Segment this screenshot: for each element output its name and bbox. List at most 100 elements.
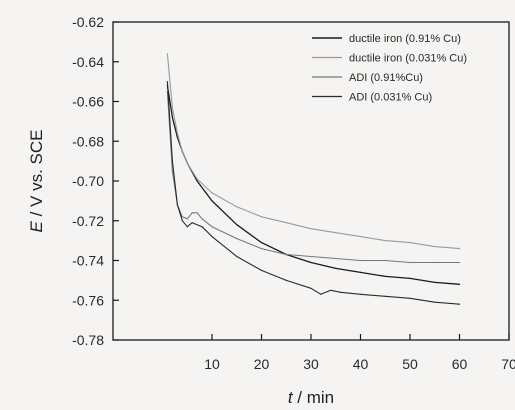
data-point [310,287,312,289]
x-tick-label: 20 [254,356,270,372]
data-point [335,232,337,234]
data-point [384,275,386,277]
data-point [176,136,178,138]
data-point [458,303,461,305]
y-tick-label: -0.62 [72,14,104,30]
data-point [434,301,436,303]
data-point [330,289,332,291]
data-point [409,242,411,244]
data-point [359,259,362,262]
x-tick-label: 30 [303,356,319,372]
data-point [458,283,461,285]
data-point [186,226,188,228]
y-tick-label: -0.76 [72,292,104,308]
data-point [181,220,183,222]
data-point [310,261,312,264]
data-point [211,226,213,228]
x-tick-label: 50 [402,356,418,372]
data-point [340,291,342,293]
series-group [166,53,461,305]
data-point [169,81,171,83]
data-point [211,192,213,194]
legend-label: ductile iron (0.91% Cu) [349,33,461,45]
data-point [260,216,263,218]
data-point [176,132,178,134]
data-point [335,257,337,260]
data-point [211,236,213,238]
data-point [359,236,362,238]
data-point [236,224,238,226]
data-point [196,212,198,214]
x-tick-label: 10 [204,356,220,372]
data-point [166,53,168,55]
data-point [458,248,461,250]
data-point [384,240,386,242]
data-point [186,162,188,164]
data-point [285,253,287,256]
data-point [236,255,238,258]
data-point [434,246,436,248]
legend-label: ADI (0.91%Cu) [349,72,423,84]
data-point [236,206,238,208]
series-1 [166,85,461,285]
data-point [196,180,198,182]
data-point [171,170,173,172]
x-tick-label: 70 [501,356,515,372]
data-point [171,116,173,118]
data-point [201,218,203,220]
data-point [335,267,337,269]
y-tick-label: -0.78 [72,332,104,348]
data-point [409,277,411,279]
series-3 [166,91,461,264]
data-point [409,261,411,264]
data-point [320,293,322,295]
y-tick-label: -0.66 [72,94,104,110]
series-4 [166,81,461,305]
data-point [359,293,362,295]
y-tick-label: -0.64 [72,54,104,70]
data-point [176,204,178,206]
data-point [191,212,193,214]
legend-label: ductile iron (0.031% Cu) [349,53,467,65]
series-line [166,81,460,305]
data-point [285,279,287,281]
legend-label: ADI (0.031% Cu) [349,92,432,104]
data-point [260,269,263,271]
data-point [384,295,386,297]
legend: ductile iron (0.91% Cu) ductile iron (0.0… [312,33,467,104]
y-tick-label: -0.68 [72,133,104,149]
data-point [191,222,193,224]
data-point [434,281,436,283]
x-tick-label: 40 [353,356,369,372]
series-line [166,53,460,250]
data-point [285,222,287,224]
x-axis-title: t / min [288,388,334,407]
data-point [171,106,173,109]
series-2 [166,53,461,250]
data-point [359,271,362,273]
data-point [171,160,173,162]
data-point [310,255,312,258]
data-point [211,200,213,202]
series-line [166,85,460,285]
data-point [196,178,198,180]
y-tick-label: -0.72 [72,213,104,229]
plot-frame [112,21,510,341]
data-point [166,81,168,83]
y-tick-label: -0.74 [72,253,104,269]
axis-ticks: 10 20 30 40 50 60 70 -0.62 -0.64 -0.66 -0.68 -0.70 -… [72,14,515,372]
y-tick-label: -0.70 [72,173,104,189]
data-point [458,261,461,264]
data-point [181,216,183,218]
data-point [236,238,238,240]
x-tick-label: 60 [452,356,468,372]
data-point [260,242,263,244]
series-line [166,91,460,264]
data-point [201,226,203,228]
y-axis-title: E / V vs. SCE [27,130,46,233]
data-point [186,218,188,220]
data-point [310,228,312,230]
data-point [384,259,386,262]
data-point [409,297,411,299]
